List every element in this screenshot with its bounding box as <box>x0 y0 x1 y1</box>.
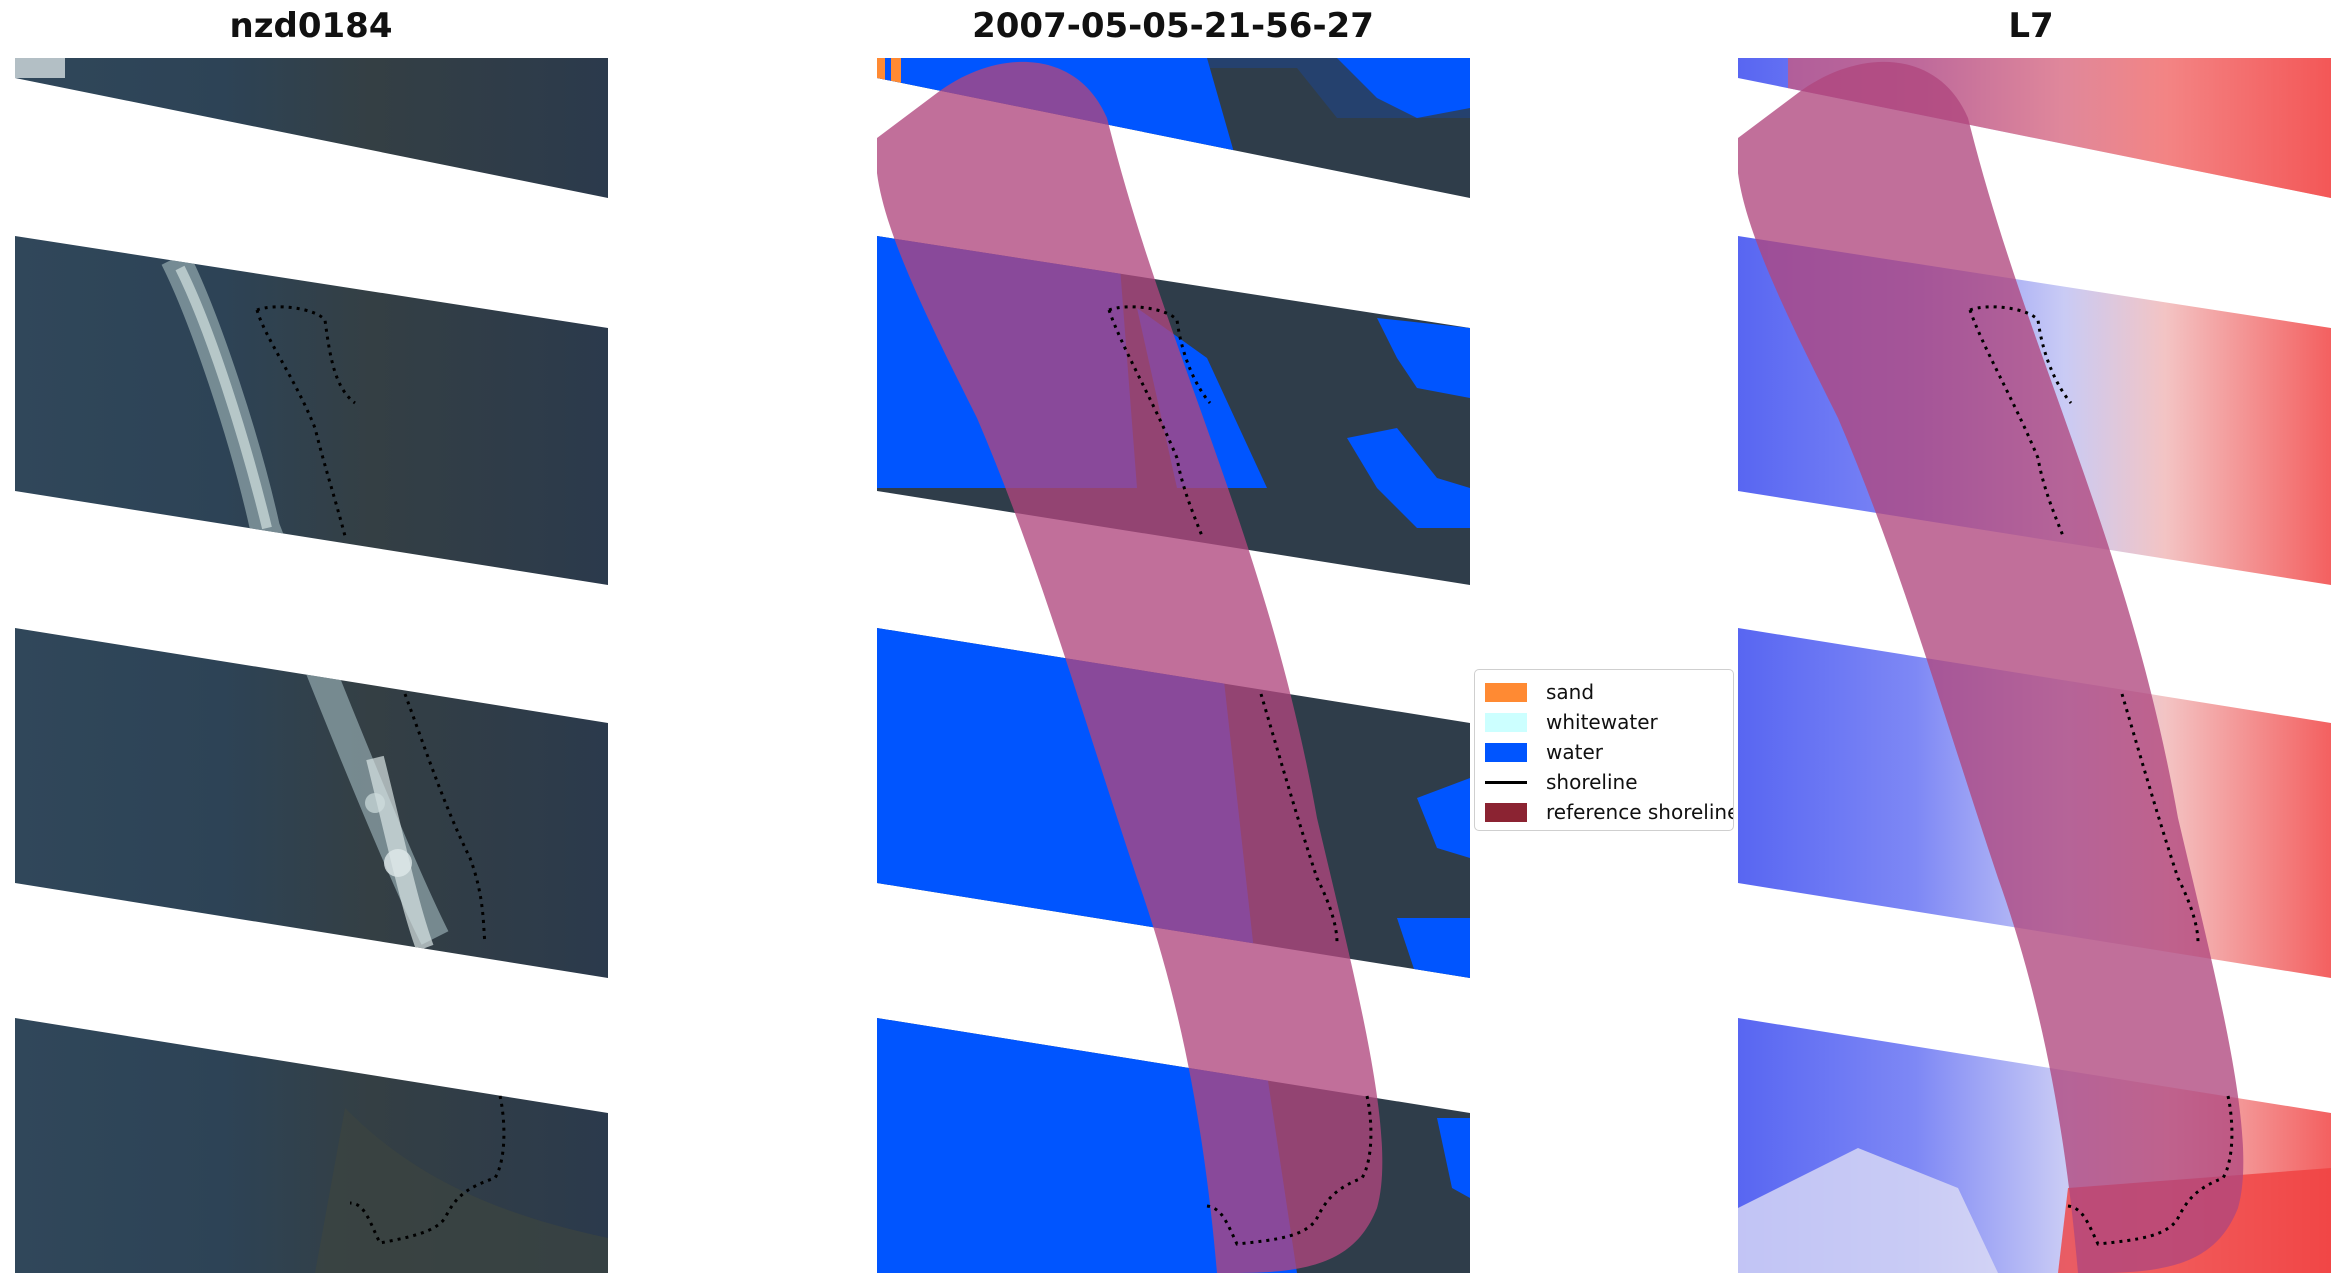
right-panel-title: L7 <box>2008 6 2054 46</box>
left-panel-title: nzd0184 <box>229 6 393 46</box>
legend-label-sand: sand <box>1546 680 1595 704</box>
sand-swatch <box>1485 682 1527 702</box>
rgb-image-panel <box>15 58 608 1273</box>
shoreline-line <box>1485 780 1527 784</box>
shoreline-left <box>255 305 506 1245</box>
legend-label-shoreline: shoreline <box>1546 770 1638 794</box>
index-image-panel <box>1738 58 2331 1273</box>
middle-panel-title: 2007-05-05-21-56-27 <box>972 6 1374 46</box>
legend-label-water: water <box>1546 740 1603 764</box>
classification-panel <box>877 58 1470 1273</box>
reference-shoreline-swatch <box>1485 802 1527 822</box>
imagery-strips <box>15 58 608 1273</box>
reference-shoreline-buffer <box>877 61 1383 1273</box>
reference-shoreline-buffer-index <box>1738 61 2244 1273</box>
water-swatch <box>1485 742 1527 762</box>
legend: sand whitewater water shoreline referenc… <box>1474 669 1734 831</box>
classification-image <box>877 58 1470 1273</box>
shoreline-right <box>1968 305 2234 1246</box>
legend-label-whitewater: whitewater <box>1546 710 1658 734</box>
index-image <box>1738 58 2331 1273</box>
legend-label-reference-shoreline: reference shoreline <box>1546 800 1734 824</box>
whitewater-swatch <box>1485 712 1527 732</box>
shoreline-middle <box>1107 305 1373 1246</box>
rgb-image <box>15 58 608 1273</box>
